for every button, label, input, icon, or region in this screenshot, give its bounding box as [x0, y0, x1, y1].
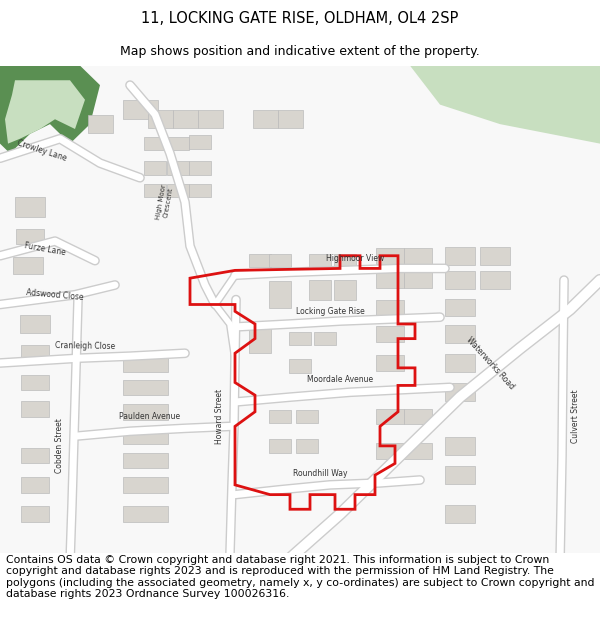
Bar [480, 247, 510, 264]
Bar [13, 257, 43, 274]
Bar [21, 477, 49, 492]
Bar [296, 439, 318, 452]
Text: Roundhill Way: Roundhill Way [293, 469, 347, 478]
Bar [122, 477, 167, 492]
Bar [21, 448, 49, 463]
Text: Adswood Close: Adswood Close [26, 288, 84, 302]
Bar [173, 111, 197, 128]
Bar [148, 111, 173, 128]
Bar [376, 326, 404, 341]
Bar [269, 254, 291, 268]
Bar [309, 280, 331, 299]
Bar [88, 116, 113, 133]
Bar [376, 272, 404, 288]
Bar [309, 254, 331, 268]
Bar [122, 354, 167, 372]
Bar [376, 409, 404, 424]
Bar [167, 137, 189, 151]
Bar [15, 198, 45, 217]
Bar [144, 161, 166, 175]
Bar [376, 299, 404, 315]
Bar [404, 248, 432, 264]
Bar [445, 247, 475, 264]
Bar [314, 332, 336, 346]
Text: Moordale Avenue: Moordale Avenue [307, 375, 373, 384]
Bar [253, 111, 277, 128]
Text: Contains OS data © Crown copyright and database right 2021. This information is : Contains OS data © Crown copyright and d… [6, 554, 595, 599]
Bar [404, 443, 432, 459]
Bar [122, 452, 167, 468]
Bar [249, 254, 271, 268]
Text: Cobden Street: Cobden Street [56, 419, 65, 473]
Bar [445, 325, 475, 342]
Bar [167, 184, 189, 198]
Bar [445, 354, 475, 372]
Bar [445, 384, 475, 401]
Bar [20, 315, 50, 332]
Bar [376, 443, 404, 459]
Bar [404, 272, 432, 288]
Bar [122, 404, 167, 419]
Polygon shape [5, 80, 85, 144]
Bar [189, 135, 211, 149]
Bar [289, 359, 311, 372]
Bar [296, 410, 318, 424]
Bar [21, 346, 49, 361]
Bar [445, 506, 475, 523]
Bar [376, 355, 404, 371]
Text: Map shows position and indicative extent of the property.: Map shows position and indicative extent… [120, 45, 480, 58]
Bar [189, 184, 211, 198]
Text: Cranleigh Close: Cranleigh Close [55, 341, 115, 351]
Text: Furze Lane: Furze Lane [23, 241, 67, 257]
Bar [404, 409, 432, 424]
Bar [21, 506, 49, 522]
Bar [269, 439, 291, 452]
Bar [249, 324, 271, 353]
Bar [269, 281, 291, 308]
Bar [277, 111, 302, 128]
Text: Highmoor View: Highmoor View [326, 254, 384, 263]
Bar [269, 410, 291, 424]
Polygon shape [0, 66, 100, 153]
Bar [122, 506, 167, 522]
Text: High Moor
Crescent: High Moor Crescent [155, 183, 175, 221]
Bar [334, 254, 356, 268]
Bar [197, 111, 223, 128]
Bar [334, 280, 356, 299]
Bar [122, 100, 157, 119]
Text: Locking Gate Rise: Locking Gate Rise [296, 307, 364, 316]
Polygon shape [410, 66, 600, 144]
Bar [122, 379, 167, 395]
Bar [122, 428, 167, 444]
Bar [21, 375, 49, 390]
Bar [289, 332, 311, 346]
Text: Waterworks Road: Waterworks Road [464, 335, 516, 391]
Bar [445, 466, 475, 484]
Bar [144, 137, 166, 151]
Bar [16, 229, 44, 244]
Text: Crowley Lane: Crowley Lane [16, 138, 68, 162]
Text: 11, LOCKING GATE RISE, OLDHAM, OL4 2SP: 11, LOCKING GATE RISE, OLDHAM, OL4 2SP [142, 11, 458, 26]
Bar [189, 161, 211, 175]
Bar [445, 299, 475, 316]
Bar [480, 271, 510, 289]
Bar [445, 437, 475, 454]
Bar [144, 184, 166, 198]
Bar [167, 161, 189, 175]
Text: Howard Street: Howard Street [215, 389, 224, 444]
Bar [445, 271, 475, 289]
Bar [376, 248, 404, 264]
Bar [21, 401, 49, 417]
Text: Culvert Street: Culvert Street [571, 390, 580, 444]
Text: Paulden Avenue: Paulden Avenue [119, 412, 181, 421]
